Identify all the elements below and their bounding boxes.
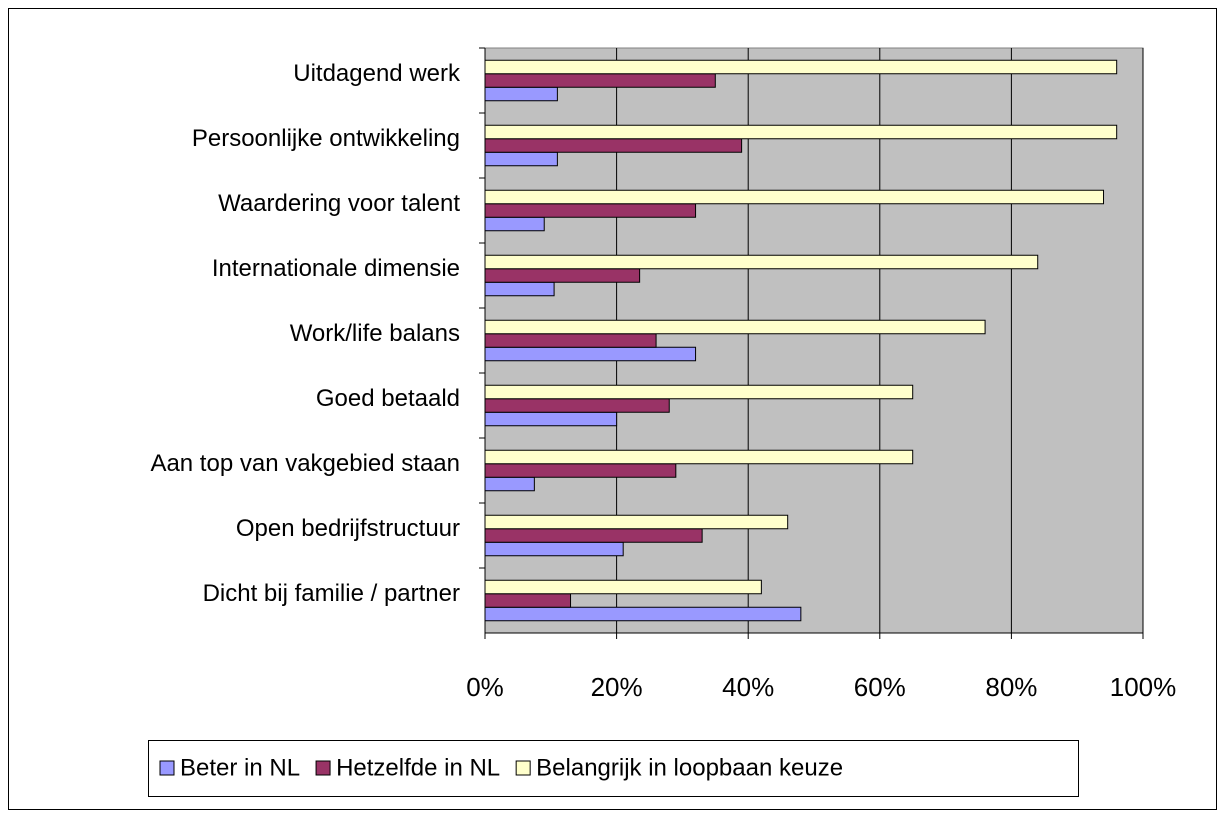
bar	[484, 216, 545, 232]
bar	[484, 203, 697, 218]
bar	[484, 593, 572, 608]
legend-swatch	[315, 760, 331, 776]
x-tick-label: 60%	[854, 672, 906, 702]
y-tick-label: Waardering voor talent	[218, 190, 460, 217]
y-tick-label: Work/life balans	[290, 320, 460, 347]
bar	[484, 138, 743, 153]
bar	[484, 528, 703, 543]
bar	[484, 333, 657, 348]
x-tick-label: 0%	[466, 672, 504, 702]
legend-swatch	[159, 760, 175, 776]
bar	[484, 189, 1105, 205]
bar	[484, 254, 1039, 270]
legend-label: Beter in NL	[180, 754, 300, 781]
legend-swatch	[515, 760, 531, 776]
y-tick-label: Internationale dimensie	[212, 255, 460, 282]
bar	[484, 606, 802, 622]
bar	[484, 346, 697, 362]
x-tick-label: 80%	[985, 672, 1037, 702]
bar	[484, 124, 1118, 140]
y-tick-label: Uitdagend werk	[293, 60, 461, 87]
y-tick-label: Goed betaald	[316, 385, 460, 412]
bar	[484, 319, 986, 335]
y-tick-label: Aan top van vakgebied staan	[150, 450, 460, 477]
bar	[484, 541, 624, 557]
bar	[484, 73, 716, 88]
x-tick-label: 40%	[722, 672, 774, 702]
bar	[484, 514, 789, 530]
bar	[484, 59, 1118, 75]
y-tick-label: Open bedrijfstructuur	[236, 515, 460, 542]
y-tick-label: Persoonlijke ontwikkeling	[192, 125, 460, 152]
bar	[484, 476, 535, 492]
bar	[484, 411, 618, 427]
bar	[484, 463, 677, 478]
bar	[484, 384, 914, 400]
bar	[484, 268, 641, 283]
legend-box	[148, 740, 1079, 797]
x-tick-label: 100%	[1110, 672, 1177, 702]
bar	[484, 449, 914, 465]
bar	[484, 579, 762, 595]
bar	[484, 86, 558, 102]
legend: Beter in NL Hetzelfde in NL Belangrijk in …	[148, 740, 1079, 797]
bar	[484, 151, 558, 167]
y-tick-label: Dicht bij familie / partner	[203, 580, 460, 607]
legend-label: Hetzelfde in NL	[336, 754, 500, 781]
legend-label: Belangrijk in loopbaan keuze	[536, 754, 843, 781]
bar	[484, 398, 670, 413]
bar	[484, 281, 555, 297]
x-tick-label: 20%	[591, 672, 643, 702]
